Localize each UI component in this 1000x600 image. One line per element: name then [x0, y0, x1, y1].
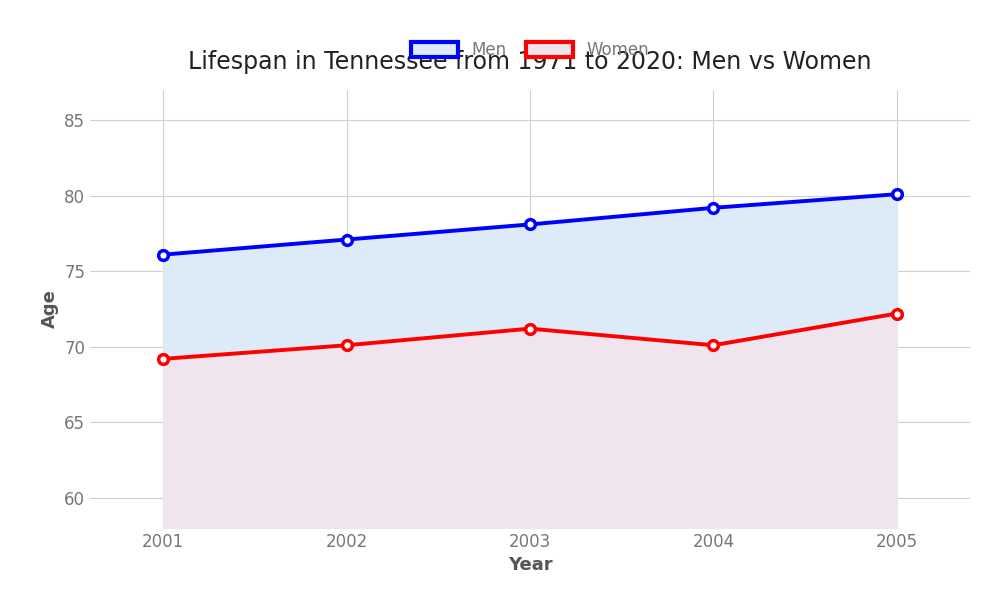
X-axis label: Year: Year: [508, 556, 552, 574]
Legend: Men, Women: Men, Women: [411, 41, 649, 59]
Title: Lifespan in Tennessee from 1971 to 2020: Men vs Women: Lifespan in Tennessee from 1971 to 2020:…: [188, 50, 872, 74]
Y-axis label: Age: Age: [41, 290, 59, 328]
